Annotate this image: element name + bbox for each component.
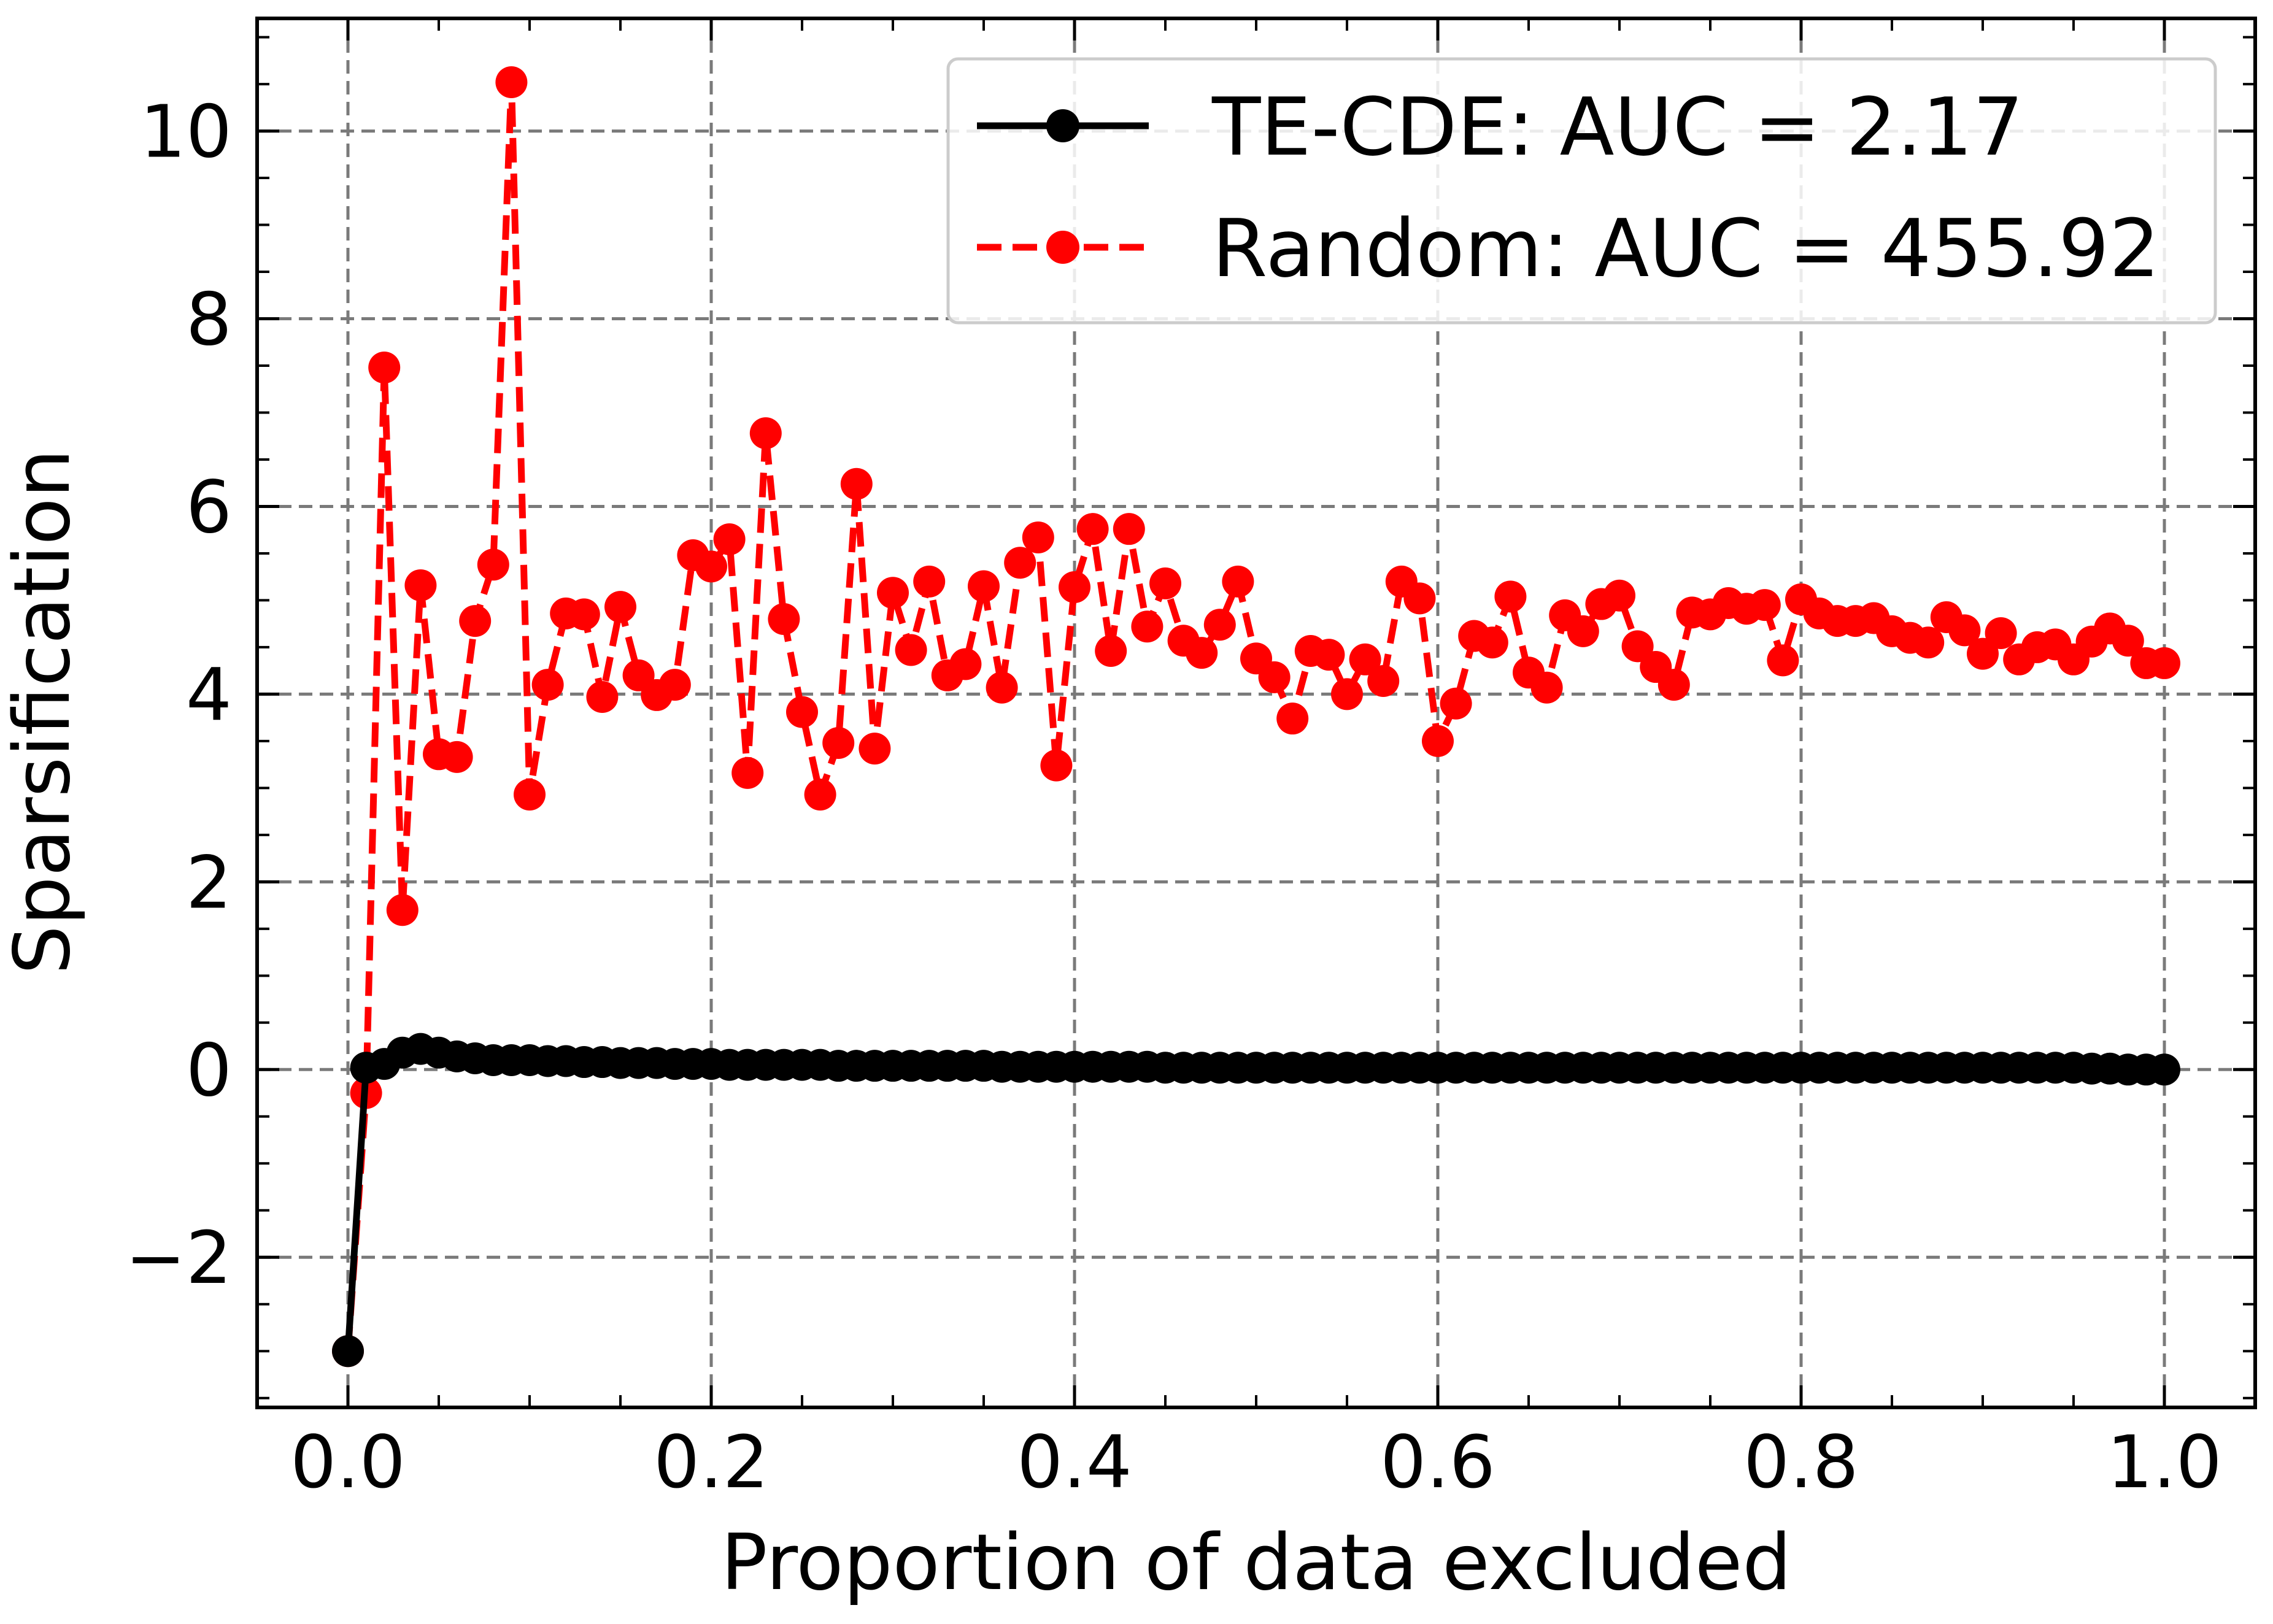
random-point [1186, 637, 1218, 669]
axis-ticks [256, 18, 2256, 1407]
y-tick-label: 2 [186, 840, 232, 925]
random-point [1567, 615, 1599, 647]
random-point [695, 550, 727, 583]
series-random [332, 66, 2180, 1368]
random-point [586, 680, 619, 713]
random-point [459, 605, 492, 637]
random-point [968, 570, 1000, 602]
random-point [1258, 661, 1291, 693]
random-point [1767, 644, 1799, 677]
random-point [477, 548, 509, 581]
random-point [495, 66, 528, 99]
random-point [768, 603, 800, 636]
y-tick-label: 0 [186, 1028, 232, 1112]
random-point [713, 523, 746, 555]
x-axis-label: Proportion of data excluded [721, 1517, 1792, 1607]
random-point [658, 669, 691, 701]
random-point [1203, 609, 1236, 641]
random-point [1059, 571, 1090, 604]
random-point [1022, 521, 1054, 553]
te-cde-point [332, 1335, 364, 1368]
random-point [368, 352, 401, 384]
random-point [895, 634, 927, 666]
random-point [986, 671, 1018, 704]
random-point [804, 779, 836, 811]
random-point [1912, 626, 1945, 659]
random-point [1149, 567, 1181, 599]
random-point [1530, 671, 1563, 704]
tick-labels: 0.0 0.2 0.4 0.6 0.8 1.0 −2 0 2 4 6 8 10 [125, 90, 2222, 1504]
legend: TE-CDE: AUC = 2.17 Random: AUC = 455.92 [946, 57, 2217, 325]
random-point [1967, 637, 1999, 670]
random-point [1621, 630, 1654, 663]
random-point [1313, 639, 1345, 671]
plot-series [332, 66, 2180, 1368]
te-cde-point [2148, 1053, 2180, 1086]
legend-box [946, 57, 2217, 325]
random-point [386, 894, 419, 926]
x-tick-label: 0.6 [1380, 1420, 1495, 1504]
legend-marker-random [1046, 231, 1079, 264]
random-point [531, 669, 564, 701]
y-tick-label: 6 [186, 464, 232, 549]
x-tick-label: 0.8 [1743, 1420, 1859, 1504]
random-point [1004, 547, 1036, 579]
random-point [2112, 625, 2144, 657]
y-tick-label: 8 [186, 277, 232, 362]
legend-label-te-cde: TE-CDE: AUC = 2.17 [1211, 80, 2023, 174]
random-point [1222, 565, 1254, 598]
plot-frame [255, 17, 2257, 1409]
random-point [604, 591, 636, 623]
random-point [1422, 725, 1454, 757]
random-point [1367, 664, 1400, 697]
x-tick-label: 0.4 [1017, 1420, 1132, 1504]
random-point [1476, 626, 1508, 659]
random-point [1748, 589, 1781, 622]
random-point [404, 569, 437, 601]
random-point [786, 696, 818, 728]
random-point [2148, 647, 2180, 679]
random-point [1331, 678, 1363, 710]
random-point [1349, 643, 1381, 675]
random-point [1657, 669, 1690, 701]
random-point [1095, 635, 1127, 668]
random-point [1113, 513, 1145, 545]
random-point [1440, 687, 1472, 720]
series-te-cde [332, 1033, 2180, 1368]
random-point [1040, 749, 1073, 782]
y-tick-label: 4 [186, 652, 232, 737]
random-point [1494, 580, 1527, 613]
y-axis-label: Sparsification [0, 449, 87, 975]
x-tick-label: 0.0 [290, 1420, 406, 1504]
random-point [1603, 579, 1635, 612]
legend-label-random: Random: AUC = 455.92 [1212, 202, 2160, 295]
random-point [731, 756, 764, 789]
random-point [1948, 614, 1981, 647]
random-point [1985, 617, 2017, 649]
x-tick-label: 0.2 [654, 1420, 769, 1504]
random-point [1403, 582, 1436, 615]
random-point [568, 598, 600, 631]
random-point [1076, 513, 1109, 545]
random-point [913, 565, 946, 598]
random-point [514, 779, 546, 811]
random-point [749, 417, 782, 450]
y-tick-label: 10 [140, 90, 232, 174]
legend-marker-te-cde [1046, 109, 1079, 142]
random-point [441, 741, 473, 773]
random-point [859, 733, 891, 765]
random-point [840, 468, 873, 500]
random-point [949, 648, 982, 680]
random-point [1276, 702, 1309, 735]
random-point [1131, 610, 1164, 643]
random-point [877, 577, 909, 609]
y-tick-label: −2 [125, 1215, 232, 1300]
random-point [822, 726, 855, 759]
x-tick-label: 1.0 [2107, 1420, 2222, 1504]
